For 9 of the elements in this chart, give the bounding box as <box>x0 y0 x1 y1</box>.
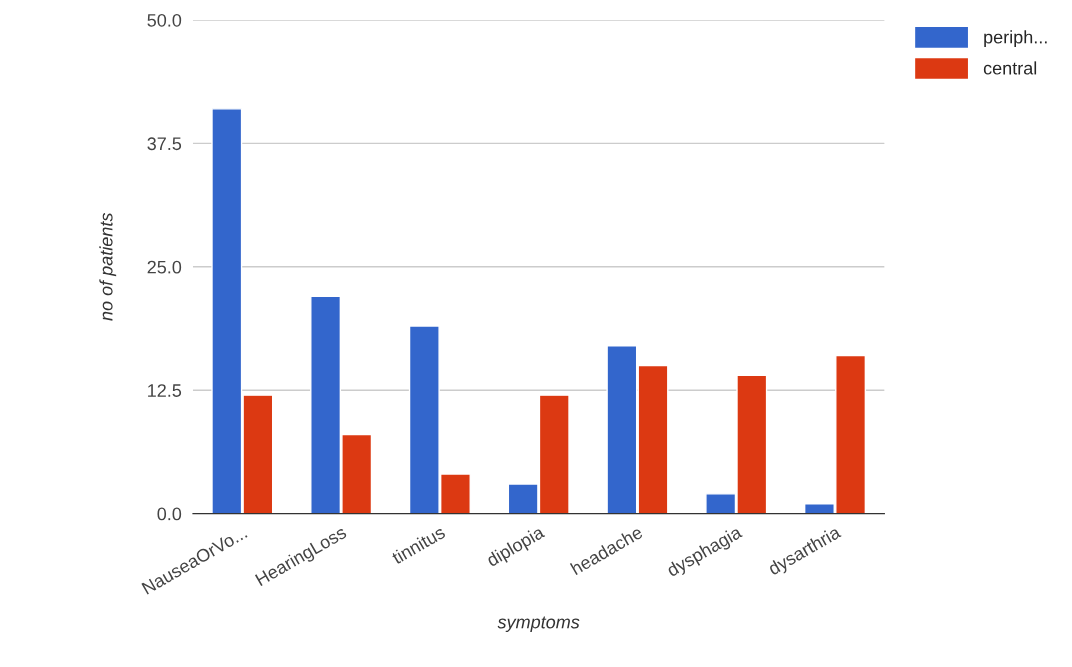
y-axis-title: no of patients <box>99 212 117 321</box>
x-axis-title: symptoms <box>497 616 580 632</box>
y-tick-label: 50.0 <box>147 13 182 27</box>
y-tick-label: 0.0 <box>157 507 182 521</box>
y-tick-label: 12.5 <box>148 384 182 397</box>
y-tick-label: 37.5 <box>147 137 182 151</box>
legend-label: central <box>983 61 1037 75</box>
y-tick-label: 25.0 <box>147 260 182 274</box>
legend-label: periph... <box>984 30 1047 48</box>
